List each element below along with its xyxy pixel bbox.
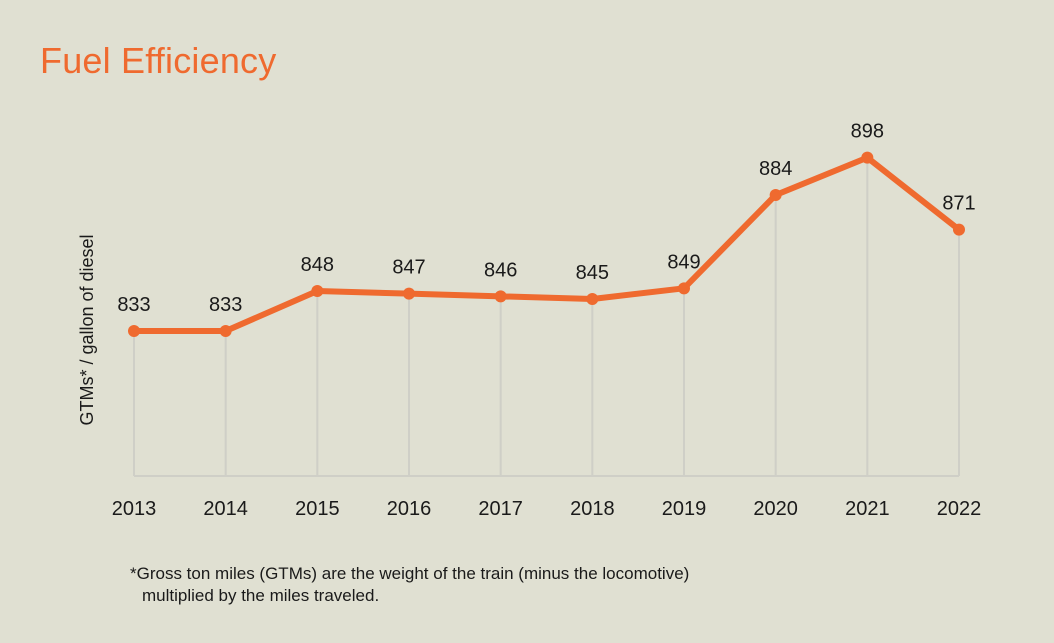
data-label-2016: 847 [392, 257, 425, 279]
gridlines [133, 157, 960, 476]
x-tick-2017: 2017 [478, 498, 523, 520]
x-tick-2020: 2020 [753, 498, 798, 520]
data-point-2022 [953, 223, 965, 236]
data-points [128, 151, 965, 337]
x-tick-2019: 2019 [662, 498, 707, 520]
chart-title: Fuel Efficiency [40, 40, 277, 81]
data-label-2017: 846 [484, 259, 517, 281]
data-label-2015: 848 [301, 254, 334, 276]
data-point-2017 [494, 290, 507, 303]
x-tick-2013: 2013 [112, 498, 157, 520]
data-point-2016 [403, 287, 415, 300]
x-tick-2021: 2021 [845, 498, 890, 520]
data-label-2019: 849 [667, 251, 700, 273]
x-tick-2022: 2022 [937, 498, 982, 520]
x-tick-2016: 2016 [387, 498, 432, 520]
data-label-2018: 845 [576, 262, 609, 284]
data-point-2019 [678, 282, 690, 295]
x-tick-labels: 2013 2014 2015 2016 2017 2018 2019 2020 2021 2022 [112, 498, 982, 520]
data-point-2013 [128, 325, 140, 337]
data-labels: 833 833 848 847 846 845 849 884 898 871 [117, 121, 975, 316]
x-tick-2018: 2018 [570, 498, 615, 520]
footnote-line-2: multiplied by the miles traveled. [142, 586, 380, 605]
data-point-2015 [311, 284, 324, 297]
data-label-2014: 833 [209, 294, 242, 316]
x-tick-2014: 2014 [203, 498, 248, 520]
data-point-2018 [586, 292, 599, 305]
data-label-2021: 898 [851, 121, 884, 143]
data-label-2022: 871 [942, 193, 975, 215]
data-point-2014 [219, 325, 232, 337]
footnote: *Gross ton miles (GTMs) are the weight o… [130, 563, 850, 607]
y-axis-label: GTMs* / gallon of diesel [77, 234, 97, 425]
data-label-2013: 833 [117, 294, 150, 316]
x-tick-2015: 2015 [295, 498, 340, 520]
data-point-2020 [769, 188, 782, 201]
data-point-2021 [861, 151, 874, 164]
footnote-line-1: *Gross ton miles (GTMs) are the weight o… [130, 564, 690, 583]
series-line [131, 154, 962, 334]
data-label-2020: 884 [759, 158, 792, 180]
